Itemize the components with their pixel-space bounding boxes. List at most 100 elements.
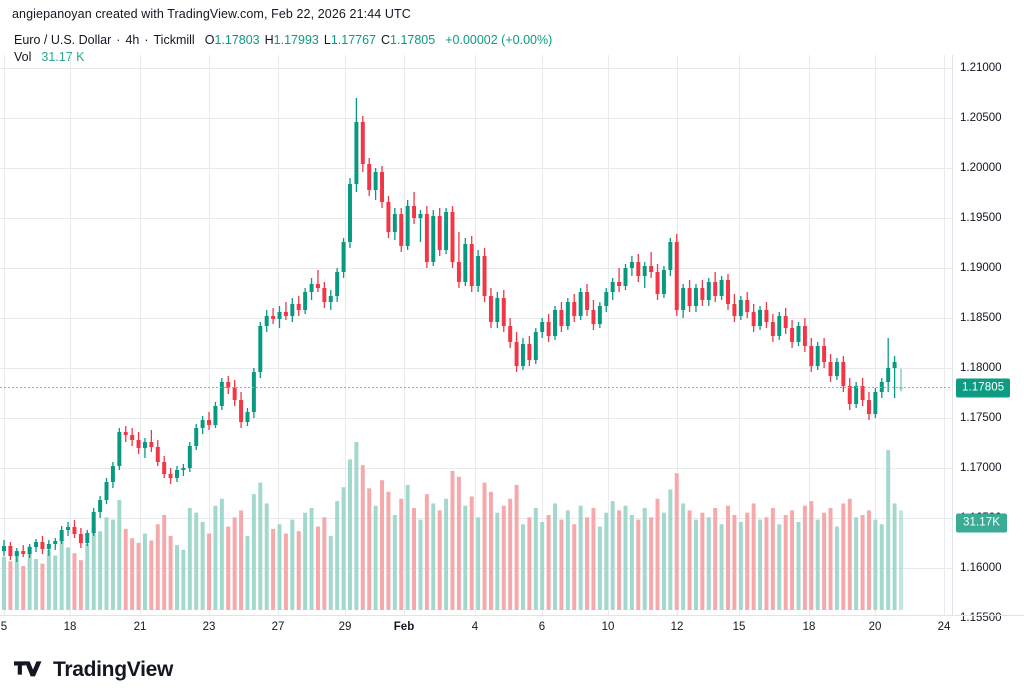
volume-bar [130,538,135,610]
volume-bar [841,503,846,610]
candle [661,266,666,298]
volume-bar [367,488,372,610]
volume-bar [732,514,737,610]
volume-bar [565,510,570,610]
volume-bar [271,528,276,610]
volume-bar [91,526,96,610]
current-price-badge[interactable]: 1.17805 [956,378,1011,397]
candle [341,238,346,278]
candle [700,280,705,306]
attribution-text: angiepanoyan created with TradingView.co… [12,7,411,21]
candle [104,478,109,504]
volume-bar [392,514,397,610]
candle [559,302,564,332]
volume-bar [226,526,231,610]
volume-bar [463,505,468,610]
candle [758,306,763,330]
time-tick-label: 24 [937,621,951,633]
volume-bar [687,510,692,610]
candle [892,356,897,398]
volume-bar [200,521,205,610]
candle [488,288,493,328]
price-tick-label: 1.17500 [960,412,1002,424]
legend-exchange[interactable]: Tickmill [153,33,195,47]
price-scale[interactable]: 1.21000 1.20500 1.20000 1.19500 1.19000 1.185… [952,55,1024,624]
volume-bar [751,503,756,610]
volume-bar [546,514,551,610]
candle [527,336,532,366]
volume-bar [348,459,352,610]
candle [777,312,782,340]
tradingview-logo[interactable]: TradingView [14,658,173,682]
volume-bar [527,517,532,610]
volume-bar [354,442,359,610]
volume-value-badge[interactable]: 31.17K [956,513,1008,533]
candle [110,462,115,488]
volume-bar [623,505,628,610]
candle [834,358,839,380]
candle [713,272,718,302]
time-tick-label: 4 [471,621,479,633]
candle [219,378,224,410]
volume-bar [860,514,865,610]
volume-bar [892,503,897,610]
volume-bar [219,498,224,610]
time-tick-label: 23 [202,621,216,633]
candle [328,290,333,310]
candle [168,468,173,484]
volume-bar [636,519,641,610]
candle [540,318,545,338]
volume-bar [309,508,314,610]
legend-interval[interactable]: 4h [125,33,140,47]
candle [841,356,846,392]
time-tick-label: 27 [271,621,285,633]
candle [706,278,711,306]
volume-bar [899,510,903,610]
candle [66,522,71,536]
candle [175,466,179,482]
time-tick-label: 6 [538,621,546,633]
volume-bar [444,498,449,610]
volume-bar [655,498,660,610]
volume-bar [514,484,519,610]
volume-bar [72,553,77,610]
volume-bar [380,480,385,610]
volume-bar [873,519,878,610]
candle [726,274,730,310]
price-tick-label: 1.20000 [960,162,1002,174]
candle [335,268,340,302]
candles [2,98,903,562]
volume-bar [245,535,250,610]
candle [456,232,461,288]
candle [655,264,660,300]
candle [469,236,474,292]
volume-bar [251,494,256,610]
candle [822,338,827,368]
chart-plot-area[interactable] [0,55,952,615]
candle [623,264,628,290]
candle [123,426,128,442]
candle [149,430,154,452]
volume-bar [642,508,647,610]
legend-high-value: 1.17993 [273,33,319,47]
time-scale[interactable]: 5 18 21 23 27 29 Feb 4 6 10 12 15 18 20 24 [0,615,952,645]
legend-symbol[interactable]: Euro / U.S. Dollar [14,33,112,47]
volume-bar [597,526,602,610]
volume-bar [136,542,141,610]
time-tick-label: 15 [732,621,746,633]
price-tick-label: 1.15500 [960,612,1002,624]
volume-bar [745,512,750,610]
candle [207,412,212,430]
volume-bar [315,526,320,610]
candle [380,166,385,208]
candle [520,338,525,370]
candle [360,116,365,172]
volume-bar [232,517,237,610]
candle [232,380,237,406]
candle [796,322,801,346]
volume-bar [501,505,506,610]
candle [271,308,276,324]
volume-bar [533,508,538,610]
candle [444,208,449,254]
